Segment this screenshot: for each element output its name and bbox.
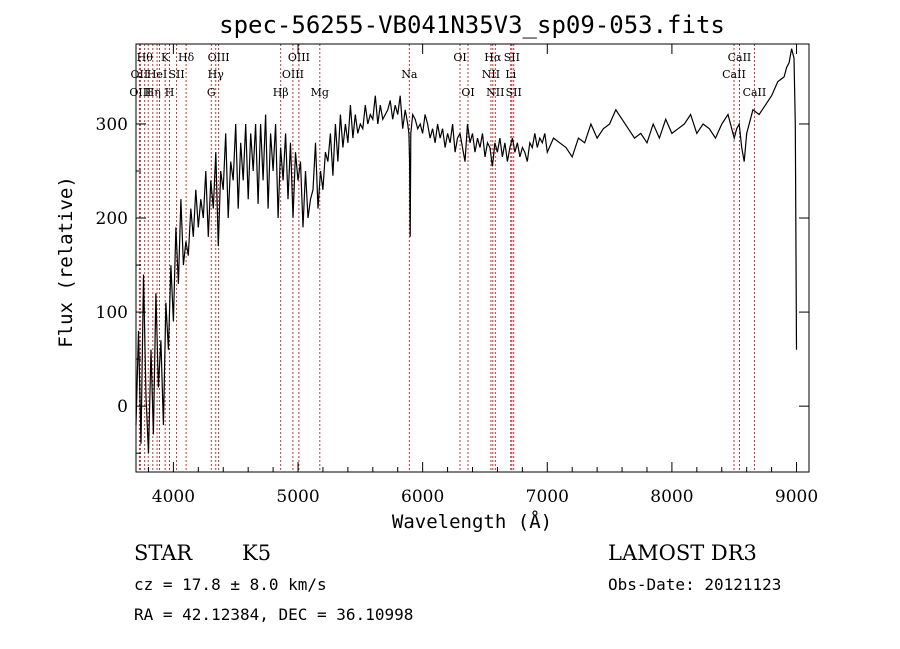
line-label-0: OII	[131, 68, 149, 81]
line-label-24: Li	[505, 68, 516, 81]
line-label-22: Hα	[484, 51, 502, 64]
line-label-18: Na	[401, 68, 418, 81]
x-tick-label-1: 5000	[276, 487, 319, 507]
line-label-19: OI	[453, 51, 466, 64]
object-subclass: K5	[242, 541, 272, 565]
y-tick-label-2: 200	[96, 209, 128, 229]
line-label-5: HeI	[147, 68, 167, 81]
observation-date: Obs-Date: 20121123	[608, 575, 782, 594]
coordinates: RA = 42.12384, DEC = 36.10998	[134, 605, 414, 624]
x-axis-ticks: 4000 5000 6000 7000 8000 9000	[147, 44, 818, 507]
redshift-velocity: cz = 17.8 ± 8.0 km/s	[134, 575, 327, 594]
chart-title: spec-56255-VB041N35V3_sp09-053.fits	[219, 11, 725, 39]
plot-frame	[135, 43, 810, 473]
line-label-16: OIII	[288, 51, 310, 64]
line-label-12: Hγ	[208, 68, 225, 81]
line-label-28: CaII	[728, 51, 752, 64]
line-label-15: OIII	[282, 68, 304, 81]
x-tick-label-3: 7000	[526, 487, 569, 507]
y-tick-label-1: 100	[96, 303, 128, 323]
line-label-8: H	[165, 86, 175, 99]
x-tick-label-2: 6000	[401, 487, 444, 507]
line-label-20: OI	[461, 86, 474, 99]
y-axis-ticks: 0 100 200 300	[96, 76, 809, 454]
line-label-21: NII	[482, 68, 500, 81]
line-label-25: SII	[504, 51, 520, 64]
line-label-13: OIII	[208, 51, 230, 64]
line-label-11: G	[207, 86, 216, 99]
spectrum-line	[135, 48, 798, 454]
x-axis-label: Wavelength (Å)	[392, 510, 552, 533]
line-label-7: K	[161, 51, 170, 64]
line-label-23: NII	[486, 86, 504, 99]
y-tick-label-0: 0	[117, 397, 128, 417]
line-label-4: Hη	[145, 86, 161, 99]
spectral-line-markers	[138, 44, 755, 472]
line-label-29: CaII	[743, 86, 767, 99]
line-label-14: Hβ	[273, 86, 289, 99]
y-tick-label-3: 300	[96, 115, 128, 135]
line-label-9: SII	[169, 68, 185, 81]
line-label-26: SII	[506, 86, 522, 99]
line-label-17: Mg	[311, 86, 329, 99]
line-label-27: CaII	[722, 68, 746, 81]
object-class: STAR	[134, 541, 193, 565]
survey-name: LAMOST DR3	[608, 541, 757, 565]
y-axis-label: Flux (relative)	[55, 176, 77, 348]
line-label-2: Hθ	[137, 51, 154, 64]
x-tick-label-0: 4000	[152, 487, 195, 507]
line-label-1: OIII	[129, 86, 151, 99]
line-label-10: Hδ	[178, 51, 195, 64]
x-tick-label-4: 8000	[650, 487, 693, 507]
x-tick-label-5: 9000	[775, 487, 818, 507]
spectral-line-labels: OII OIII Hθ Hη HeI K H SII Hδ G Hγ OIII Hβ OIII OIII Mg…	[129, 51, 766, 99]
